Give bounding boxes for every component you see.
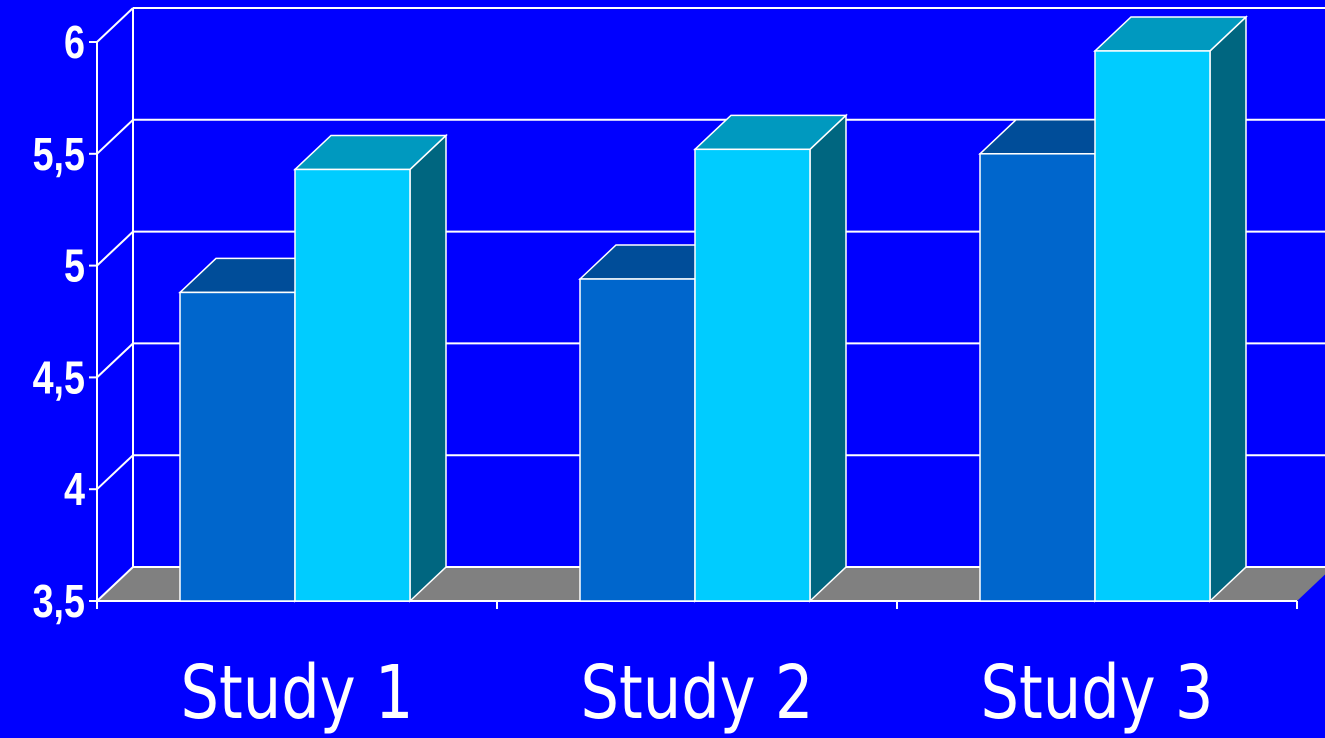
bar-side — [809, 113, 847, 603]
bar-front — [979, 153, 1096, 602]
bar — [693, 113, 848, 603]
y-tick-label: 6 — [64, 16, 85, 67]
bar — [293, 133, 448, 603]
gridline-diagonal — [96, 230, 134, 267]
bar-side — [409, 133, 447, 603]
y-tick-labels: 3,5 4 4,5 5 5,5 6 — [33, 16, 86, 626]
gridline-diagonal — [96, 119, 134, 155]
category-labels: Study 1 Study 2 Study 3 — [180, 649, 1213, 735]
bar — [1093, 15, 1248, 603]
gridline-diagonal — [96, 7, 134, 43]
category-label: Study 1 — [180, 649, 413, 735]
bar-front — [579, 278, 696, 602]
bar-front — [694, 148, 811, 602]
y-tick-label: 4 — [64, 464, 86, 515]
gridline-diagonal — [96, 342, 134, 379]
y-tick-label: 3,5 — [33, 575, 85, 626]
category-label: Study 2 — [580, 649, 813, 735]
y-tick-label: 4,5 — [33, 352, 85, 403]
bar-side — [1209, 15, 1247, 603]
category-label: Study 3 — [980, 649, 1213, 735]
bar-front — [294, 168, 411, 602]
bar-front — [1094, 50, 1211, 602]
y-tick-label: 5,5 — [33, 128, 85, 179]
gridline-diagonal — [96, 566, 134, 602]
bars — [178, 15, 1248, 603]
gridline-diagonal — [96, 454, 134, 490]
y-tick-label: 5 — [64, 240, 85, 291]
bar-front — [179, 291, 296, 602]
